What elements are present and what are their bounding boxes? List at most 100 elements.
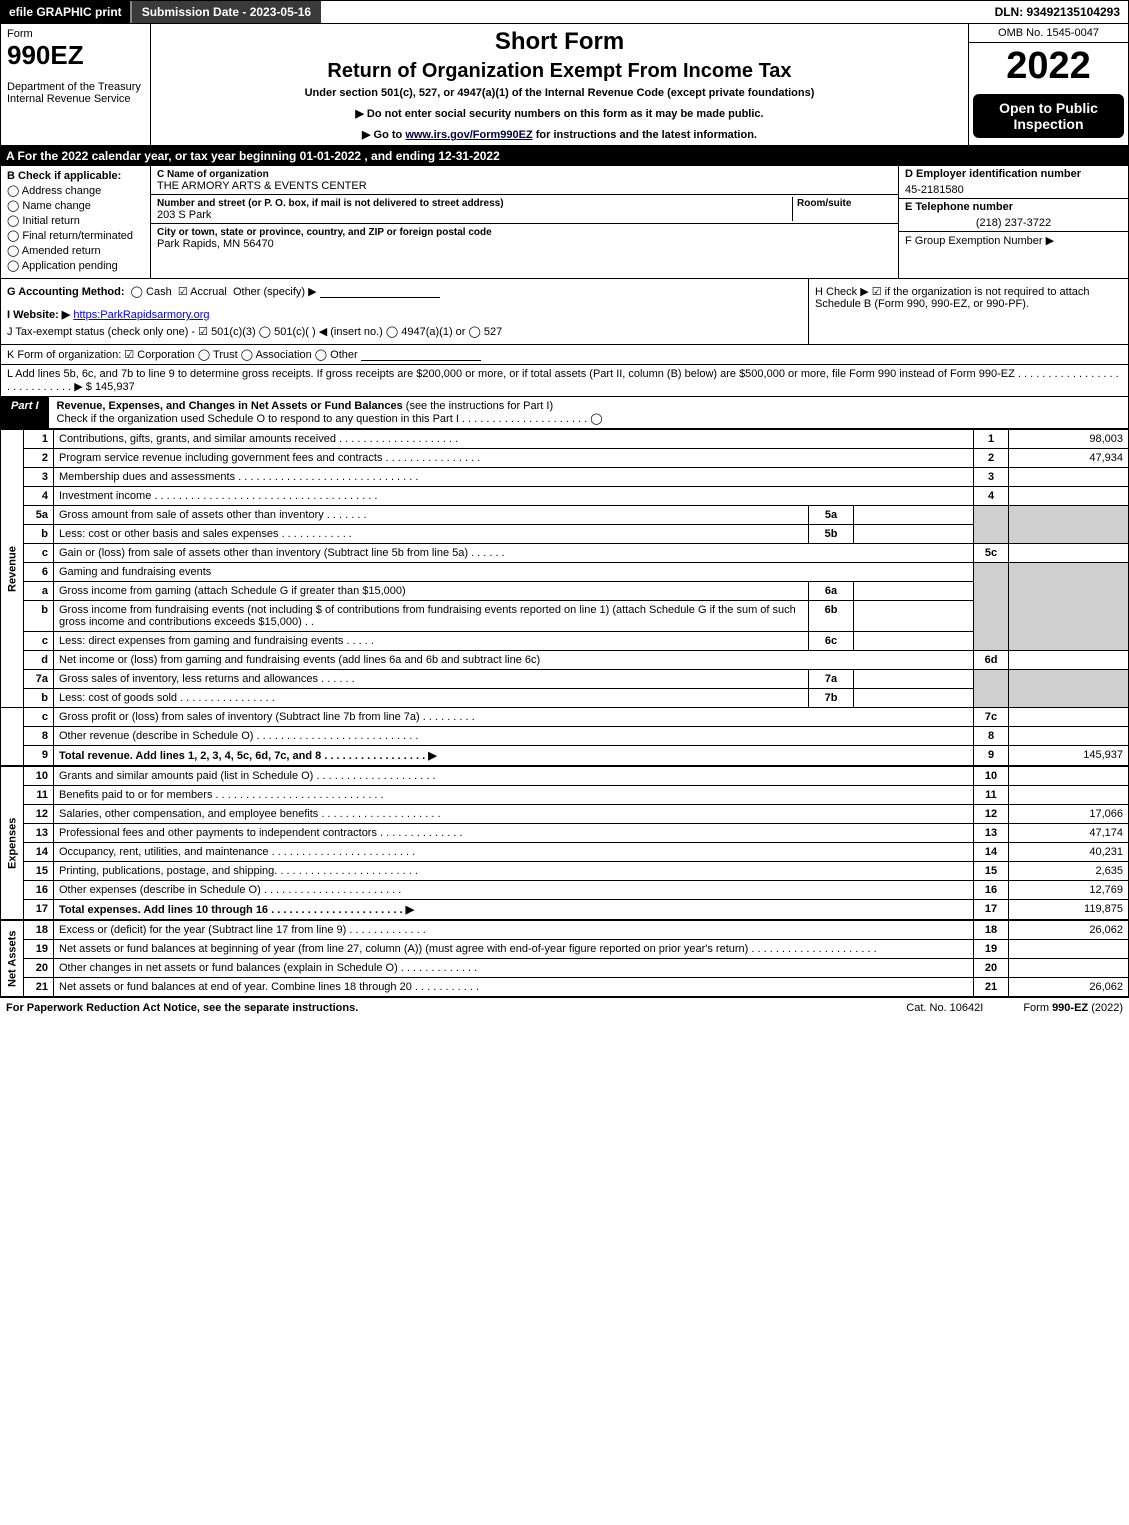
revenue-table: Revenue 1 Contributions, gifts, grants, … bbox=[0, 429, 1129, 766]
accrual-label: Accrual bbox=[190, 286, 227, 298]
l7c-num: c bbox=[24, 708, 54, 727]
l21-box: 21 bbox=[974, 978, 1009, 997]
other-specify-input[interactable] bbox=[320, 286, 440, 298]
l6a-subamt bbox=[854, 582, 974, 601]
page-footer: For Paperwork Reduction Act Notice, see … bbox=[0, 997, 1129, 1018]
l6a-desc: Gross income from gaming (attach Schedul… bbox=[54, 582, 809, 601]
l2-desc: Program service revenue including govern… bbox=[54, 449, 974, 468]
line-6a: a Gross income from gaming (attach Sched… bbox=[1, 582, 1129, 601]
l4-desc: Investment income . . . . . . . . . . . … bbox=[54, 487, 974, 506]
row-a-taxyear: A For the 2022 calendar year, or tax yea… bbox=[0, 146, 1129, 166]
chk-application-pending-label: Application pending bbox=[22, 260, 118, 272]
other-label: Other (specify) ▶ bbox=[233, 286, 317, 298]
irs-label: Internal Revenue Service bbox=[7, 93, 144, 105]
l7b-subamt bbox=[854, 689, 974, 708]
l6a-num: a bbox=[24, 582, 54, 601]
chk-name-change-label: Name change bbox=[22, 200, 91, 212]
chk-name-change[interactable]: ◯ Name change bbox=[7, 199, 144, 212]
expenses-vlabel: Expenses bbox=[1, 767, 24, 920]
chk-initial-return-label: Initial return bbox=[22, 215, 79, 227]
l5b-sub: 5b bbox=[809, 525, 854, 544]
year-box: OMB No. 1545-0047 2022 Open to Public In… bbox=[968, 24, 1128, 145]
efile-print-button[interactable]: efile GRAPHIC print bbox=[1, 1, 130, 23]
l6-greybox bbox=[974, 563, 1009, 651]
l7a-desc: Gross sales of inventory, less returns a… bbox=[54, 670, 809, 689]
tax-year: 2022 bbox=[969, 43, 1128, 90]
tel-value: (218) 237-3722 bbox=[899, 215, 1128, 232]
l10-desc: Grants and similar amounts paid (list in… bbox=[54, 767, 974, 786]
row-gh: G Accounting Method: ◯ Cash ☑ Accrual Ot… bbox=[0, 279, 1129, 345]
chk-final-return[interactable]: ◯ Final return/terminated bbox=[7, 229, 144, 242]
l5b-num: b bbox=[24, 525, 54, 544]
l14-desc: Occupancy, rent, utilities, and maintena… bbox=[54, 843, 974, 862]
line-7c: c Gross profit or (loss) from sales of i… bbox=[1, 708, 1129, 727]
l5b-subamt bbox=[854, 525, 974, 544]
l3-box: 3 bbox=[974, 468, 1009, 487]
website-link[interactable]: https:ParkRapidsarmory.org bbox=[73, 309, 209, 321]
chk-initial-return[interactable]: ◯ Initial return bbox=[7, 214, 144, 227]
l4-amt bbox=[1009, 487, 1129, 506]
l6d-amt bbox=[1009, 651, 1129, 670]
line-6c: c Less: direct expenses from gaming and … bbox=[1, 632, 1129, 651]
col-b-label: B Check if applicable: bbox=[7, 170, 144, 182]
l6c-subamt bbox=[854, 632, 974, 651]
l16-num: 16 bbox=[24, 881, 54, 900]
l7a-sub: 7a bbox=[809, 670, 854, 689]
l6d-desc: Net income or (loss) from gaming and fun… bbox=[54, 651, 974, 670]
cash-label: Cash bbox=[146, 286, 172, 298]
l13-amt: 47,174 bbox=[1009, 824, 1129, 843]
city-row: City or town, state or province, country… bbox=[151, 224, 898, 252]
part-i-check-note: Check if the organization used Schedule … bbox=[57, 413, 603, 425]
line-12: 12 Salaries, other compensation, and emp… bbox=[1, 805, 1129, 824]
l3-desc: Membership dues and assessments . . . . … bbox=[54, 468, 974, 487]
footer-formref: Form 990-EZ (2022) bbox=[1023, 1002, 1123, 1014]
row-k: K Form of organization: ☑ Corporation ◯ … bbox=[0, 345, 1129, 365]
l7a-subamt bbox=[854, 670, 974, 689]
ein-label: D Employer identification number bbox=[899, 166, 1128, 182]
l2-amt: 47,934 bbox=[1009, 449, 1129, 468]
l5c-num: c bbox=[24, 544, 54, 563]
line-20: 20 Other changes in net assets or fund b… bbox=[1, 959, 1129, 978]
l15-amt: 2,635 bbox=[1009, 862, 1129, 881]
l19-amt bbox=[1009, 940, 1129, 959]
footer-form-post: (2022) bbox=[1088, 1002, 1123, 1014]
chk-application-pending[interactable]: ◯ Application pending bbox=[7, 259, 144, 272]
l16-amt: 12,769 bbox=[1009, 881, 1129, 900]
line-6d: d Net income or (loss) from gaming and f… bbox=[1, 651, 1129, 670]
group-exemption: F Group Exemption Number ▶ bbox=[899, 232, 1128, 249]
line-7a: 7a Gross sales of inventory, less return… bbox=[1, 670, 1129, 689]
part-i-note: (see the instructions for Part I) bbox=[406, 400, 553, 412]
line-21: 21 Net assets or fund balances at end of… bbox=[1, 978, 1129, 997]
l2-num: 2 bbox=[24, 449, 54, 468]
chk-address-change[interactable]: ◯ Address change bbox=[7, 184, 144, 197]
line-9: 9 Total revenue. Add lines 1, 2, 3, 4, 5… bbox=[1, 746, 1129, 766]
l8-box: 8 bbox=[974, 727, 1009, 746]
l13-num: 13 bbox=[24, 824, 54, 843]
l5a-desc: Gross amount from sale of assets other t… bbox=[54, 506, 809, 525]
l16-desc: Other expenses (describe in Schedule O) … bbox=[54, 881, 974, 900]
form-id-box: Form 990EZ Department of the Treasury In… bbox=[1, 24, 151, 145]
other-org-input[interactable] bbox=[361, 349, 481, 361]
l1-desc: Contributions, gifts, grants, and simila… bbox=[54, 430, 974, 449]
l6-greyamt bbox=[1009, 563, 1129, 651]
l13-desc: Professional fees and other payments to … bbox=[54, 824, 974, 843]
l6b-sub: 6b bbox=[809, 601, 854, 632]
l8-num: 8 bbox=[24, 727, 54, 746]
footer-form-bold: 990-EZ bbox=[1052, 1002, 1088, 1014]
row-g: G Accounting Method: ◯ Cash ☑ Accrual Ot… bbox=[1, 279, 808, 344]
l9-desc: Total revenue. Add lines 1, 2, 3, 4, 5c,… bbox=[54, 746, 974, 766]
submission-date-button[interactable]: Submission Date - 2023-05-16 bbox=[130, 1, 321, 23]
l10-amt bbox=[1009, 767, 1129, 786]
l7a-num: 7a bbox=[24, 670, 54, 689]
chk-amended-return-label: Amended return bbox=[22, 245, 101, 257]
col-b-checkboxes: B Check if applicable: ◯ Address change … bbox=[1, 166, 151, 278]
org-name: THE ARMORY ARTS & EVENTS CENTER bbox=[157, 180, 367, 192]
irs-link[interactable]: www.irs.gov/Form990EZ bbox=[405, 129, 532, 141]
chk-amended-return[interactable]: ◯ Amended return bbox=[7, 244, 144, 257]
l21-amt: 26,062 bbox=[1009, 978, 1129, 997]
goto-pre: ▶ Go to bbox=[362, 129, 405, 141]
row-l-amount: 145,937 bbox=[95, 381, 135, 393]
footer-paperwork: For Paperwork Reduction Act Notice, see … bbox=[6, 1002, 358, 1014]
expenses-table: Expenses 10 Grants and similar amounts p… bbox=[0, 766, 1129, 920]
row-k-text: K Form of organization: ☑ Corporation ◯ … bbox=[7, 349, 358, 361]
